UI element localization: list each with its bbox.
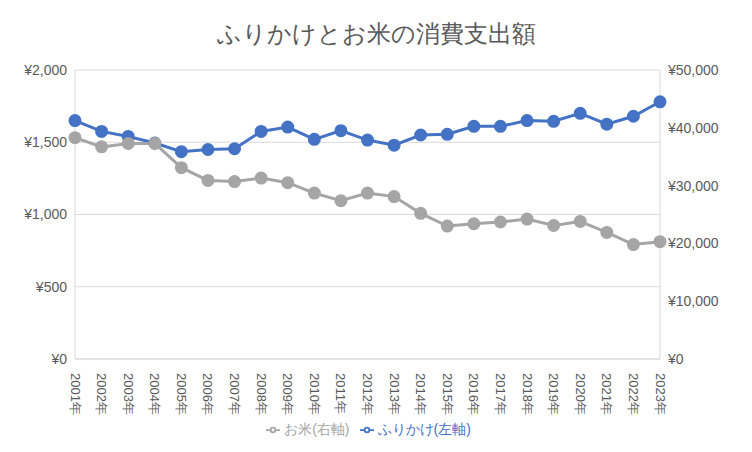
svg-text:2006年: 2006年	[200, 373, 215, 415]
svg-text:2021年: 2021年	[599, 373, 614, 415]
html-text:ふりかけ(左軸): ふりかけ(左軸)	[377, 421, 471, 437]
svg-text:2016年: 2016年	[466, 373, 481, 415]
svg-text:¥0: ¥0	[50, 351, 67, 367]
svg-text:2019年: 2019年	[546, 373, 561, 415]
svg-text:2015年: 2015年	[440, 373, 455, 415]
svg-text:2004年: 2004年	[147, 373, 162, 415]
svg-text:2013年: 2013年	[387, 373, 402, 415]
svg-text:¥1,000: ¥1,000	[23, 206, 67, 222]
svg-text:2023年: 2023年	[653, 373, 668, 415]
svg-text:¥2,000: ¥2,000	[23, 62, 67, 78]
svg-text:¥0: ¥0	[667, 351, 684, 367]
svg-text:¥10,000: ¥10,000	[667, 293, 719, 309]
svg-text:2022年: 2022年	[626, 373, 641, 415]
svg-text:¥20,000: ¥20,000	[667, 235, 719, 251]
svg-text:2007年: 2007年	[227, 373, 242, 415]
svg-text:2005年: 2005年	[174, 373, 189, 415]
svg-text:2002年: 2002年	[94, 373, 109, 415]
svg-text:2014年: 2014年	[413, 373, 428, 415]
svg-text:2010年: 2010年	[307, 373, 322, 415]
svg-text:¥500: ¥500	[35, 279, 67, 295]
html-text:ふりかけとお米の消費支出額: ふりかけとお米の消費支出額	[216, 20, 536, 47]
svg-text:2003年: 2003年	[121, 373, 136, 415]
svg-text:¥30,000: ¥30,000	[667, 178, 719, 194]
svg-text:2001年: 2001年	[68, 373, 83, 415]
html-text:お米(右軸): お米(右軸)	[284, 421, 350, 437]
svg-text:2020年: 2020年	[573, 373, 588, 415]
svg-text:2009年: 2009年	[280, 373, 295, 415]
svg-text:¥1,500: ¥1,500	[23, 134, 67, 150]
svg-text:2011年: 2011年	[333, 373, 348, 414]
svg-text:2018年: 2018年	[520, 373, 535, 415]
svg-text:2017年: 2017年	[493, 373, 508, 415]
svg-text:2012年: 2012年	[360, 373, 375, 415]
svg-text:¥40,000: ¥40,000	[667, 120, 719, 136]
svg-text:¥50,000: ¥50,000	[667, 62, 719, 78]
svg-text:2008年: 2008年	[254, 373, 269, 415]
